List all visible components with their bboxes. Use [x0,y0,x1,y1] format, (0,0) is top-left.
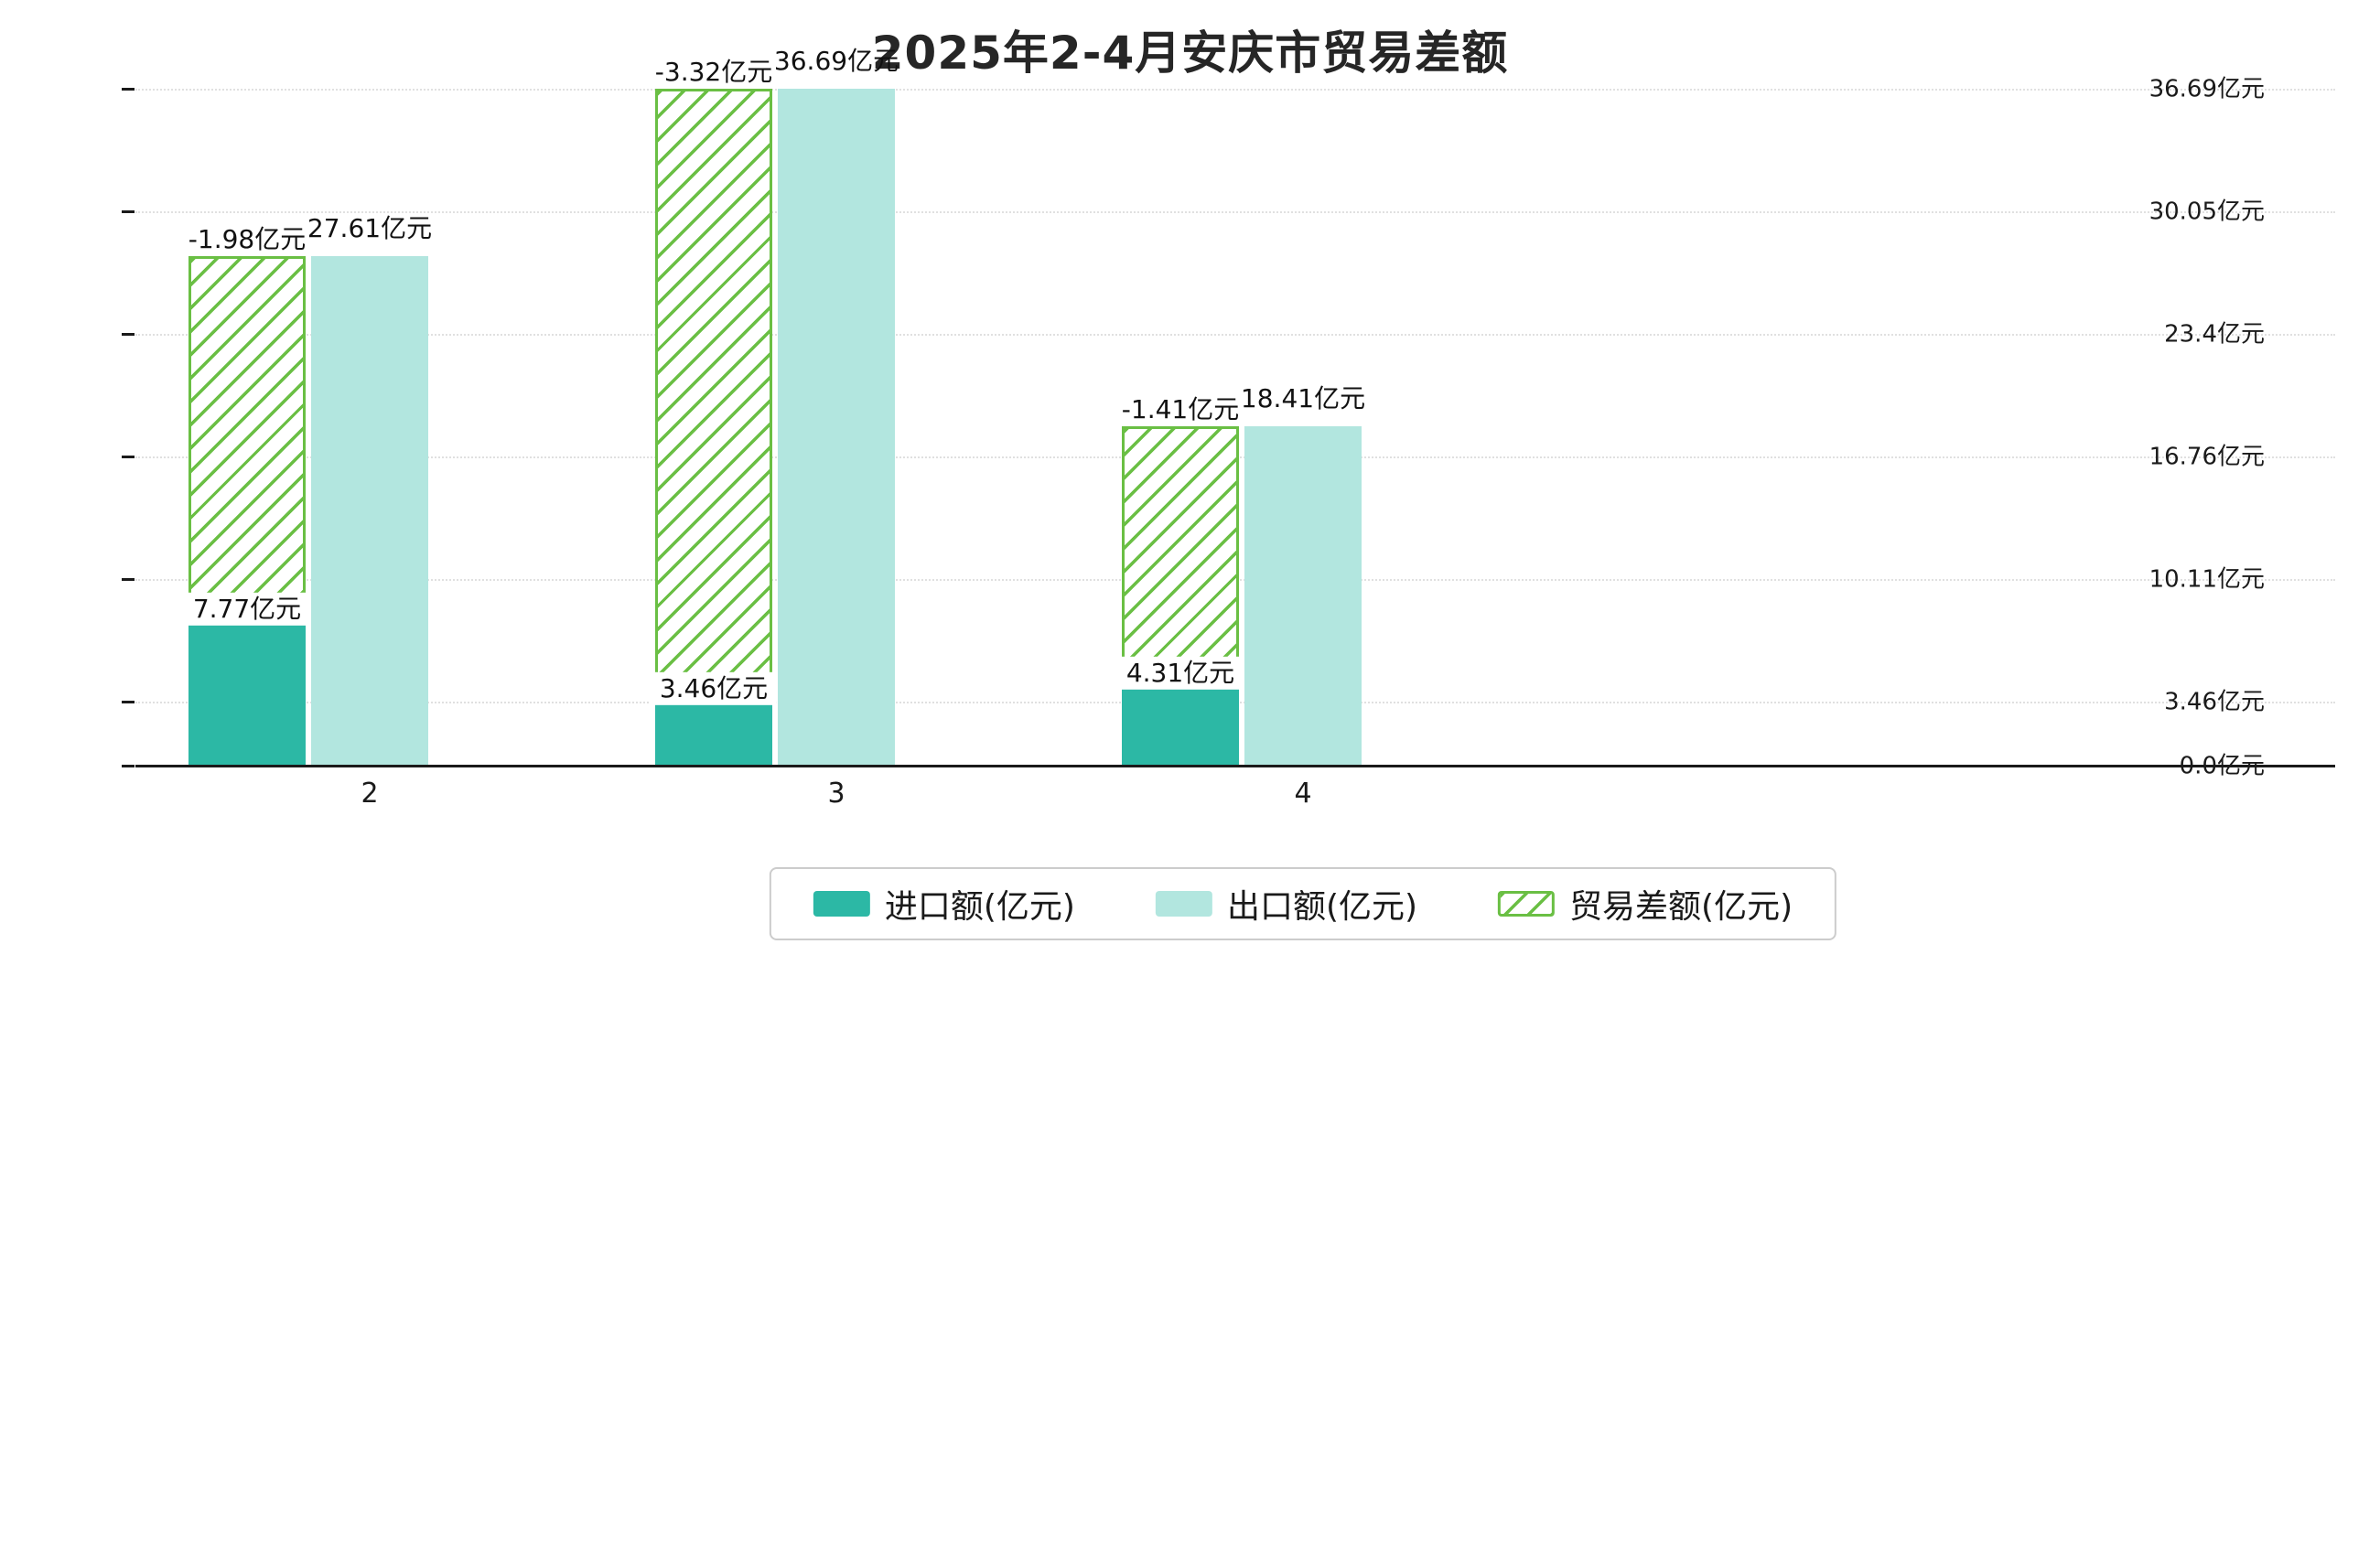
export-bar [1244,426,1362,767]
legend-item-label: 进口额(亿元) [884,888,1075,926]
legend-swatch-import [813,891,870,917]
balance-value-label: -3.32亿元 [654,56,773,87]
export-bar [778,89,895,767]
y-tick-label: 36.69亿元 [2148,75,2265,103]
y-tick-label: 3.46亿元 [2164,688,2265,716]
x-tick-label: 2 [361,778,379,810]
legend-item-export: 出口额(亿元) [1155,880,1418,928]
legend-item-label: 贸易差额(亿元) [1569,888,1793,926]
y-tick-label: 16.76亿元 [2148,443,2265,471]
export-value-label: 36.69亿元 [773,45,899,76]
import-bar [1122,686,1239,767]
legend-item-import: 进口额(亿元) [813,880,1075,928]
import-bar [188,622,306,767]
export-bar [311,256,428,767]
legend-item-label: 出口额(亿元) [1226,888,1418,926]
y-tick-mark [122,456,135,458]
y-tick-mark [122,701,135,703]
balance-value-label: -1.41亿元 [1121,393,1240,424]
y-tick-label: 10.11亿元 [2148,565,2265,594]
import-value-label: 4.31亿元 [1116,656,1244,690]
trade-balance-bar [655,89,772,702]
y-tick-mark [122,210,135,213]
y-tick-mark [122,88,135,91]
legend-swatch-export [1155,891,1212,917]
y-tick-mark [122,333,135,336]
import-value-label: 3.46亿元 [650,671,778,705]
x-tick-label: 3 [827,778,845,810]
grid-line [135,211,2335,213]
legend-swatch-balance [1498,891,1556,917]
import-value-label: 7.77亿元 [183,592,311,626]
trade-balance-bar [188,256,306,622]
import-bar [655,702,772,767]
legend: 进口额(亿元) 出口额(亿元) 贸易差额(亿元) [769,867,1837,940]
trade-balance-bar [1122,426,1239,686]
grid-line [135,334,2335,336]
legend-item-balance: 贸易差额(亿元) [1498,880,1793,928]
x-axis-line [135,765,2335,767]
y-tick-label: 30.05亿元 [2148,198,2265,226]
balance-value-label: -1.98亿元 [188,223,307,254]
x-tick-label: 4 [1294,778,1312,810]
export-value-label: 27.61亿元 [307,212,433,243]
chart-title: 2025年2-4月安庆市贸易差额 [871,27,1509,80]
y-tick-mark [122,578,135,581]
export-value-label: 18.41亿元 [1240,382,1366,413]
y-tick-label: 23.4亿元 [2164,320,2265,349]
y-tick-mark [122,765,135,767]
grid-line [135,89,2335,91]
